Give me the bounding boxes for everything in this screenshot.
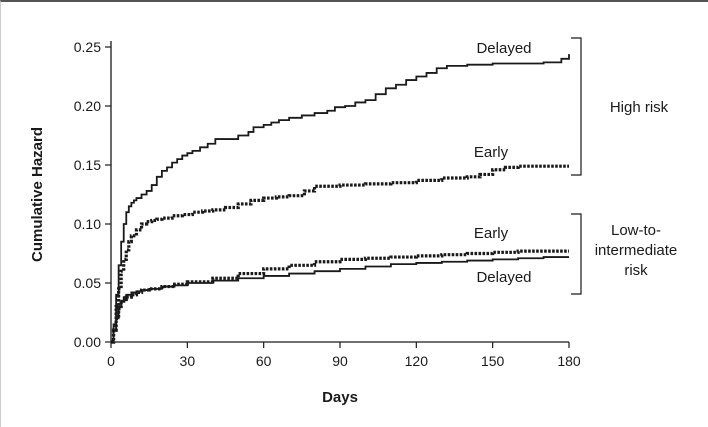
high-risk-delayed-label: Delayed [476,40,531,57]
high-risk-group-label-line: High risk [610,99,669,116]
low-risk-early-curve [111,249,569,344]
x-tick-label: 90 [332,353,348,369]
y-axis-title: Cumulative Hazard [29,127,46,262]
x-tick-label: 60 [256,353,272,369]
x-tick-label: 120 [405,353,429,369]
high-risk-early-label: Early [474,144,509,161]
high-risk-early-curve [111,164,569,344]
y-tick-label: 0.00 [74,334,101,350]
series-layer [111,54,570,344]
x-tick-label: 0 [107,353,115,369]
x-axis-title: Days [322,389,358,406]
x-tick-label: 30 [180,353,196,369]
low-to-intermediate-risk-group-label-line: intermediate [595,242,678,259]
y-tick-label: 0.05 [74,275,101,291]
y-tick-label: 0.20 [74,98,101,114]
y-tick-label: 0.25 [74,39,101,55]
low-risk-early-label: Early [474,225,509,242]
low-to-intermediate-risk-bracket [571,213,582,295]
high-risk-delayed-curve [111,54,570,343]
high-risk-group-label: High risk [610,99,669,116]
y-tick-label: 0.15 [74,157,101,173]
annotation-layer: Delayed Early Early Delayed High risk Low-to-… [474,37,678,295]
low-risk-delayed-label: Delayed [476,269,531,286]
axes: 0.00 0.05 0.10 0.15 0.20 0.25 0 30 60 90 120 150 180… [29,39,581,406]
x-tick-label: 150 [481,353,505,369]
high-risk-bracket [571,37,582,176]
y-tick-label: 0.10 [74,216,101,232]
low-risk-delayed-curve [111,256,569,343]
low-to-intermediate-risk-group-label-line: risk [624,262,648,279]
x-tick-label: 180 [557,353,581,369]
low-to-intermediate-risk-group-label-line: Low-to- [611,222,661,239]
low-to-intermediate-risk-group-label: Low-to-intermediate risk [595,222,678,279]
